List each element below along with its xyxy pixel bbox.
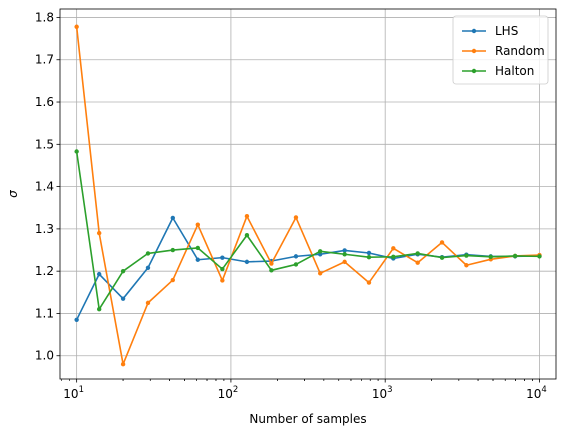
- legend-swatch-marker: [471, 68, 477, 74]
- legend-entry: Halton: [462, 64, 534, 78]
- y-tick-label: 1.0: [35, 349, 54, 363]
- data-point: [366, 255, 372, 260]
- data-point: [220, 266, 225, 272]
- data-point: [74, 149, 79, 154]
- x-tick-label: 102: [218, 385, 239, 401]
- y-tick-label: 1.1: [35, 306, 54, 320]
- data-point: [195, 222, 201, 227]
- data-point: [293, 262, 299, 267]
- legend-swatch-marker: [471, 28, 477, 34]
- data-point: [317, 271, 323, 276]
- y-tick-label: 1.5: [35, 137, 54, 151]
- data-point: [120, 296, 126, 301]
- data-point: [415, 251, 420, 256]
- data-point: [74, 317, 79, 322]
- data-point: [195, 257, 201, 262]
- x-axis: 101 102 103 104: [61, 379, 547, 401]
- data-point: [220, 278, 225, 283]
- data-point: [366, 280, 372, 285]
- data-point: [366, 250, 372, 256]
- data-point: [120, 268, 126, 274]
- data-point: [145, 265, 151, 270]
- y-tick-label: 1.4: [35, 180, 54, 194]
- data-point: [317, 249, 323, 254]
- data-point: [488, 254, 493, 259]
- data-point: [342, 252, 347, 257]
- data-point: [293, 215, 299, 220]
- data-point: [415, 260, 420, 265]
- y-tick-label: 1.6: [35, 95, 54, 109]
- series-line: [75, 151, 540, 311]
- data-point: [96, 271, 102, 277]
- data-point: [195, 245, 201, 251]
- data-point: [170, 277, 175, 283]
- y-tick-label: 1.2: [35, 264, 54, 278]
- series-layer: [74, 24, 542, 367]
- legend-label: Random: [495, 44, 545, 58]
- y-axis: 1.0 1.1 1.2 1.3 1.4 1.5 1.6 1.7 1.8: [35, 10, 60, 363]
- legend-label: Halton: [495, 64, 534, 78]
- series-halton: [74, 149, 542, 312]
- data-point: [512, 253, 518, 259]
- data-point: [96, 307, 102, 312]
- data-point: [244, 214, 250, 219]
- data-point: [464, 263, 469, 268]
- data-point: [145, 300, 151, 306]
- data-point: [244, 233, 250, 238]
- legend-box: [452, 15, 549, 85]
- data-point: [342, 259, 347, 265]
- plot-frame: [59, 8, 557, 380]
- data-point: [145, 251, 151, 256]
- data-point: [170, 215, 175, 221]
- data-point: [439, 240, 445, 245]
- grid-lines: [60, 9, 556, 379]
- legend-entry: Random: [462, 44, 545, 58]
- data-point: [120, 362, 126, 367]
- x-axis-label: Number of samples: [249, 412, 366, 426]
- data-point: [391, 246, 396, 251]
- data-point: [269, 268, 274, 273]
- data-point: [96, 230, 102, 236]
- legend-entry: LHS: [462, 24, 518, 38]
- data-point: [293, 254, 299, 259]
- data-point: [269, 261, 274, 266]
- data-point: [74, 24, 79, 29]
- data-point: [220, 255, 225, 260]
- data-point: [537, 254, 542, 259]
- y-axis-label: σ: [6, 190, 20, 198]
- data-point: [170, 247, 175, 253]
- data-point: [439, 255, 445, 260]
- data-point: [464, 253, 469, 258]
- series-line: [75, 26, 540, 366]
- data-point: [342, 248, 347, 253]
- legend-swatch-marker: [471, 48, 477, 54]
- y-tick-label: 1.7: [35, 53, 54, 67]
- data-point: [244, 259, 250, 265]
- y-tick-label: 1.8: [35, 10, 54, 24]
- y-tick-label: 1.3: [35, 222, 54, 236]
- x-tick-label: 101: [63, 385, 84, 401]
- legend-label: LHS: [495, 24, 518, 38]
- legend: LHS Random Halton: [452, 15, 549, 85]
- x-tick-label: 104: [526, 385, 547, 401]
- data-point: [391, 254, 396, 259]
- x-tick-label: 103: [372, 385, 393, 401]
